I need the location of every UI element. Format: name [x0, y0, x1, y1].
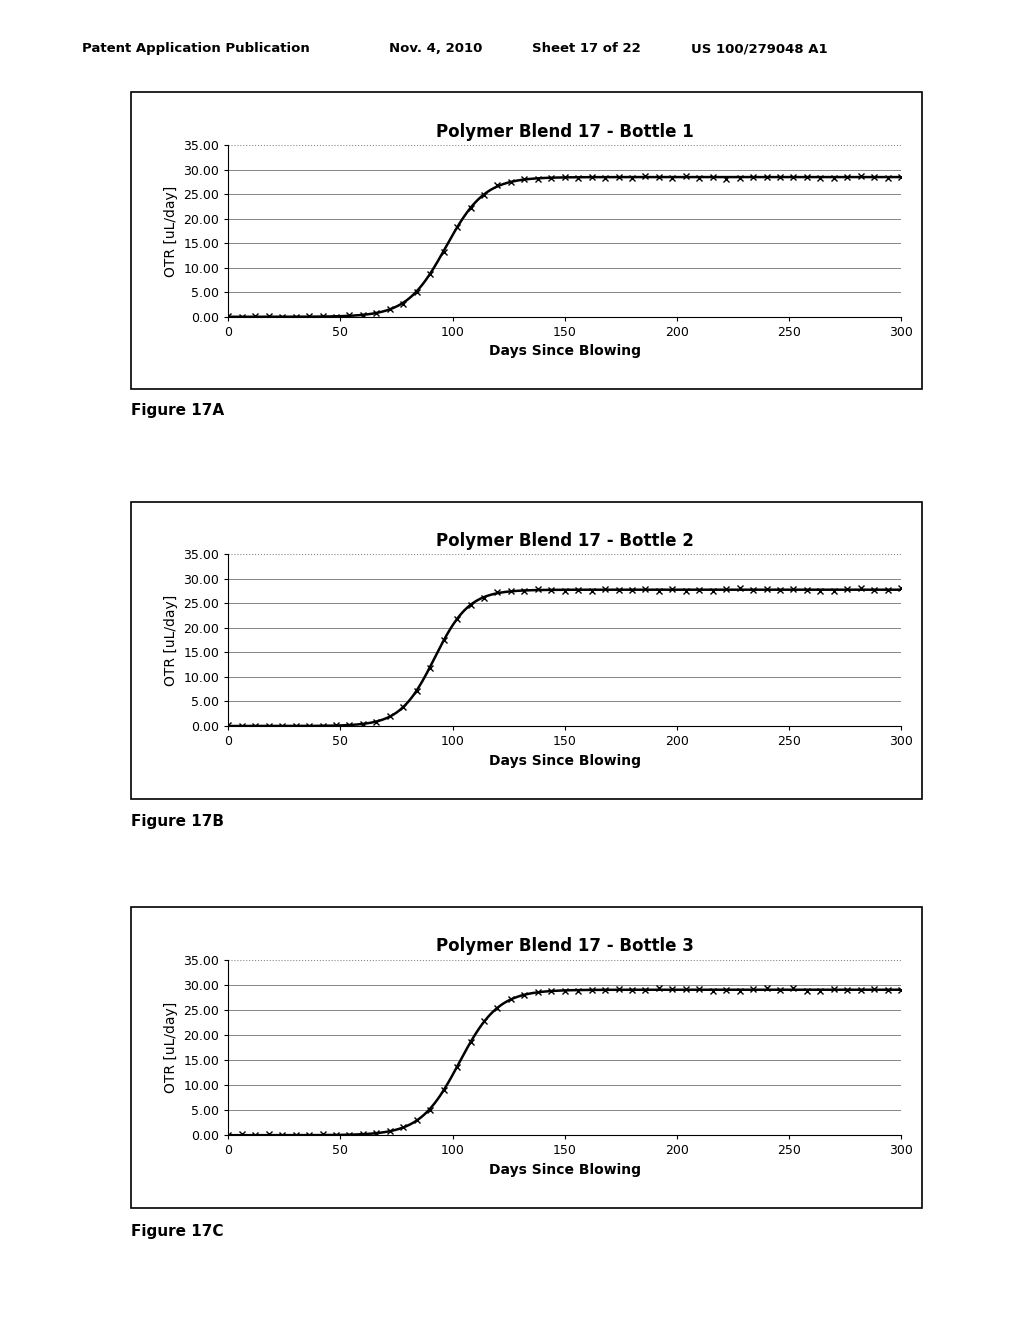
Text: Patent Application Publication: Patent Application Publication — [82, 42, 309, 55]
Y-axis label: OTR [uL/day]: OTR [uL/day] — [164, 1002, 178, 1093]
Text: Figure 17C: Figure 17C — [131, 1224, 223, 1238]
Text: US 100/279048 A1: US 100/279048 A1 — [691, 42, 827, 55]
Title: Polymer Blend 17 - Bottle 2: Polymer Blend 17 - Bottle 2 — [436, 532, 693, 550]
Text: Sheet 17 of 22: Sheet 17 of 22 — [532, 42, 641, 55]
X-axis label: Days Since Blowing: Days Since Blowing — [488, 345, 641, 359]
Y-axis label: OTR [uL/day]: OTR [uL/day] — [164, 594, 178, 686]
Y-axis label: OTR [uL/day]: OTR [uL/day] — [164, 185, 178, 277]
Title: Polymer Blend 17 - Bottle 1: Polymer Blend 17 - Bottle 1 — [436, 123, 693, 141]
Text: Nov. 4, 2010: Nov. 4, 2010 — [389, 42, 482, 55]
Title: Polymer Blend 17 - Bottle 3: Polymer Blend 17 - Bottle 3 — [436, 937, 693, 956]
X-axis label: Days Since Blowing: Days Since Blowing — [488, 754, 641, 768]
Text: Figure 17A: Figure 17A — [131, 403, 224, 417]
X-axis label: Days Since Blowing: Days Since Blowing — [488, 1163, 641, 1177]
Text: Figure 17B: Figure 17B — [131, 814, 224, 829]
